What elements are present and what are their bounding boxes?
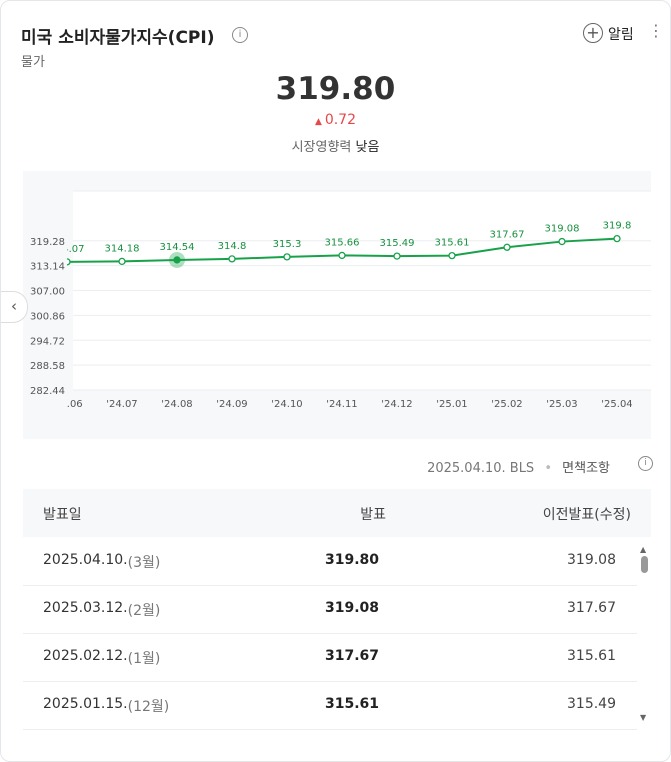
- table-cell: 315.49: [567, 696, 616, 712]
- data-label: 315.3: [273, 239, 302, 250]
- table-header: 발표일 발표 이전발표(수정): [23, 489, 651, 537]
- y-tick-label: 319.28: [30, 237, 65, 248]
- impact-label: 시장영향력: [291, 140, 352, 155]
- y-tick-label: 282.44: [30, 386, 65, 397]
- data-label: 319.8: [603, 221, 632, 232]
- menu[interactable]: ⋮: [648, 21, 664, 40]
- table-cell: 2025.03.12.: [43, 600, 128, 616]
- table-cell: (2월): [127, 603, 161, 619]
- th: 발표일: [43, 507, 82, 523]
- table-cell: (1월): [127, 651, 161, 667]
- point: [558, 237, 566, 246]
- point: [118, 257, 126, 266]
- impact: 시장영향력 낮음: [1, 136, 670, 155]
- point: [228, 255, 236, 263]
- table-row: 2025.04.10. (3월) 319.80 319.08: [23, 537, 637, 586]
- x-tick-label: '25.01: [436, 399, 467, 410]
- source: 2025.04.10. BLS • 면책조항: [427, 461, 610, 476]
- th: 발표: [360, 507, 386, 523]
- table-cell: 319.08: [567, 552, 616, 568]
- table-cell: 315.61: [324, 696, 379, 712]
- x-tick-label: '24.12: [381, 399, 412, 410]
- scroll-thumb[interactable]: [641, 556, 648, 573]
- table-cell: (12월): [127, 699, 170, 715]
- data-label: 315.61: [435, 238, 470, 249]
- alert-button[interactable]: 알림: [608, 27, 634, 43]
- scroll-up[interactable]: ▲: [640, 545, 647, 554]
- x-tick-label: '25.02: [491, 399, 522, 410]
- point: [283, 253, 291, 261]
- alert-icon[interactable]: +: [583, 23, 603, 43]
- th: 이전발표(수정): [542, 507, 631, 523]
- point: [393, 252, 401, 260]
- data-label: 315.49: [380, 238, 415, 249]
- x-tick-label: '24.10: [271, 399, 302, 410]
- table-row: 2025.02.12. (1월) 317.67 315.61: [23, 633, 637, 682]
- prev-button[interactable]: ‹: [1, 291, 28, 323]
- point: [67, 258, 71, 266]
- y-tick-label: 294.72: [30, 336, 65, 347]
- disclaimer[interactable]: 면책조항: [562, 461, 610, 476]
- source-text: 2025.04.10. BLS: [427, 461, 535, 476]
- impact-value: 낮음: [355, 140, 380, 155]
- table-row: 2025.01.15. (12월) 315.61 315.49: [23, 681, 637, 730]
- y-tick-label: 313.14: [30, 262, 65, 273]
- x-tick-label: '24.07: [106, 399, 137, 410]
- point: [448, 251, 456, 260]
- data-label: 314.07: [50, 244, 85, 255]
- point: [503, 243, 511, 251]
- table-cell: (3월): [127, 555, 161, 571]
- y-tick-label: 307.00: [30, 287, 65, 298]
- x-tick-label: '24.08: [161, 399, 192, 410]
- y-tick-label: 300.86: [30, 311, 65, 322]
- change: 0.72: [324, 112, 356, 128]
- data-label: 314.54: [160, 242, 195, 253]
- up-arrow: ▲: [315, 117, 325, 127]
- y-tick-label: 288.58: [30, 361, 65, 372]
- quote-value: 319.80: [275, 71, 396, 107]
- table-cell: 2025.02.12.: [43, 648, 128, 664]
- data-label: 319.08: [545, 224, 580, 235]
- x-tick-label: '25.03: [546, 399, 577, 410]
- table-cell: 315.61: [567, 648, 616, 664]
- table-cell: 319.08: [324, 600, 379, 616]
- subtitle: 물가: [21, 55, 45, 70]
- table-cell: 2025.04.10.: [43, 552, 128, 568]
- info-icon[interactable]: i: [232, 27, 248, 43]
- point: [338, 251, 346, 260]
- data-label: 317.67: [490, 229, 525, 240]
- point: [173, 256, 181, 264]
- data-label: 314.18: [105, 243, 140, 254]
- table-cell: 317.67: [324, 648, 379, 664]
- table-cell: 319.80: [324, 552, 379, 568]
- scroll-down[interactable]: ▼: [640, 713, 647, 722]
- table-cell: 2025.01.15.: [43, 696, 128, 712]
- data-label: 314.8: [218, 241, 247, 252]
- plot: '24.06 '24.07 '24.08 '24.09 '24.10 '24.11 '24.…: [50, 221, 633, 410]
- table-row: 2025.03.12. (2월) 319.08 317.67: [23, 585, 637, 634]
- disclaimer-icon[interactable]: i: [638, 456, 653, 471]
- x-tick-label: '24.11: [326, 399, 357, 410]
- x-tick-label: '24.06: [51, 399, 82, 410]
- title: 미국 소비자물가지수(CPI): [21, 28, 215, 48]
- chart: 282.44 288.58 294.72 300.86 307.00 313.14 319.…: [23, 171, 651, 439]
- x-tick-label: '24.09: [216, 399, 247, 410]
- quote-change: ▲ 0.72: [1, 112, 670, 128]
- table-cell: 317.67: [567, 600, 616, 616]
- data-label: 315.66: [325, 237, 360, 248]
- x-tick-label: '25.04: [601, 399, 632, 410]
- point: [613, 234, 621, 243]
